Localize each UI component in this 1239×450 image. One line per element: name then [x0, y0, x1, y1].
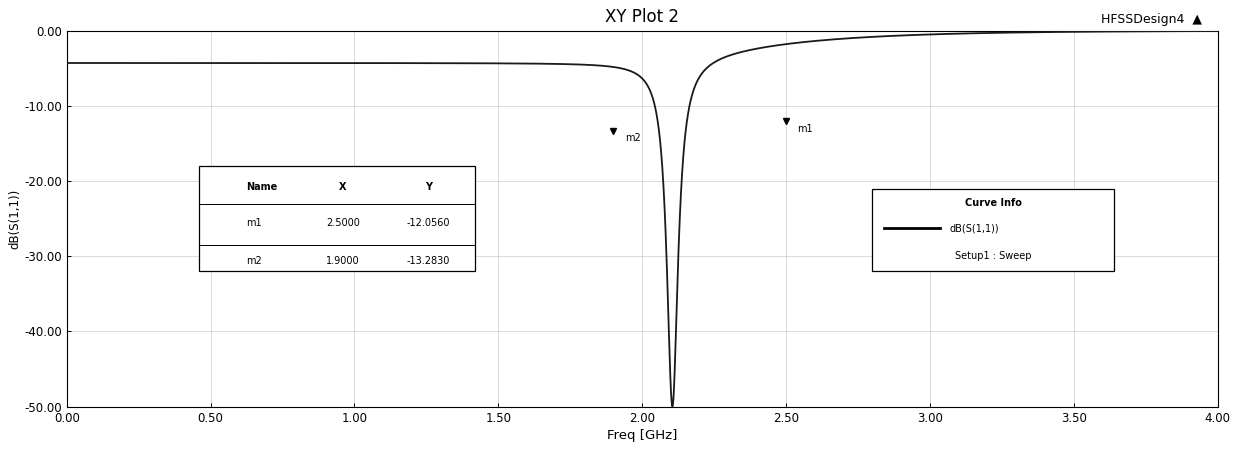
Text: 1.9000: 1.9000: [326, 256, 359, 266]
X-axis label: Freq [GHz]: Freq [GHz]: [607, 429, 678, 441]
Text: -12.0560: -12.0560: [406, 218, 450, 228]
Text: X: X: [339, 182, 347, 192]
Text: HFSSDesign4  ▲: HFSSDesign4 ▲: [1100, 14, 1202, 27]
FancyBboxPatch shape: [199, 166, 476, 271]
Text: m2: m2: [247, 256, 261, 266]
FancyBboxPatch shape: [872, 189, 1114, 271]
Text: Setup1 : Sweep: Setup1 : Sweep: [955, 252, 1032, 261]
Text: Name: Name: [247, 182, 278, 192]
Text: m1: m1: [798, 124, 813, 134]
Y-axis label: dB(S(1,1)): dB(S(1,1)): [9, 189, 21, 249]
Text: Curve Info: Curve Info: [965, 198, 1022, 208]
Text: m1: m1: [247, 218, 261, 228]
Title: XY Plot 2: XY Plot 2: [605, 9, 679, 27]
Text: m2: m2: [624, 133, 641, 143]
Text: Y: Y: [425, 182, 432, 192]
Text: -13.2830: -13.2830: [406, 256, 450, 266]
Text: dB(S(1,1)): dB(S(1,1)): [950, 223, 1000, 233]
Text: 2.5000: 2.5000: [326, 218, 359, 228]
